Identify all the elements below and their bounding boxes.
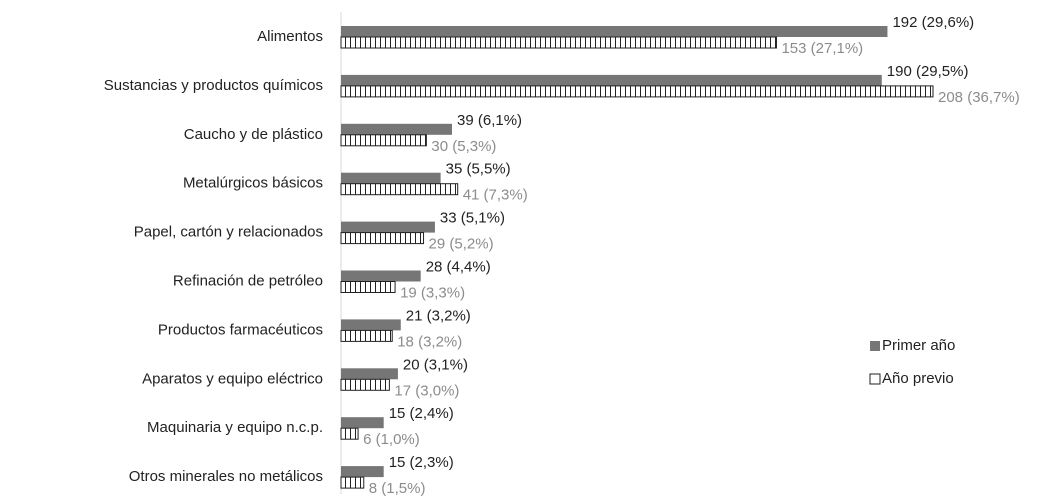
bar-first bbox=[341, 221, 435, 233]
legend-label: Primer año bbox=[882, 337, 955, 354]
category-label: Productos farmacéuticos bbox=[158, 321, 323, 338]
value-label-previous: 6 (1,0%) bbox=[363, 431, 420, 448]
value-label-previous: 8 (1,5%) bbox=[369, 480, 426, 497]
value-label-previous: 19 (3,3%) bbox=[400, 284, 465, 301]
value-label-first: 21 (3,2%) bbox=[406, 307, 471, 324]
bar-previous bbox=[340, 85, 934, 98]
value-label-first: 15 (2,3%) bbox=[389, 454, 454, 471]
value-label-first: 20 (3,1%) bbox=[403, 356, 468, 373]
value-label-previous: 41 (7,3%) bbox=[463, 187, 528, 204]
value-label-first: 192 (29,6%) bbox=[892, 14, 974, 31]
bar-first bbox=[341, 172, 441, 184]
category-label: Metalúrgicos básicos bbox=[183, 175, 323, 192]
bar-first bbox=[341, 270, 421, 282]
bar-first bbox=[341, 319, 401, 331]
value-label-first: 35 (5,5%) bbox=[446, 161, 511, 178]
bar-previous bbox=[340, 134, 427, 147]
value-label-first: 33 (5,1%) bbox=[440, 210, 505, 227]
bar-previous bbox=[340, 232, 425, 245]
legend-swatch bbox=[869, 373, 881, 385]
bar-first bbox=[341, 368, 398, 380]
value-label-first: 28 (4,4%) bbox=[426, 258, 491, 275]
value-label-previous: 153 (27,1%) bbox=[781, 40, 863, 57]
bar-first bbox=[341, 123, 452, 135]
legend-swatch bbox=[870, 341, 880, 351]
category-label: Otros minerales no metálicos bbox=[129, 468, 323, 485]
bar-first bbox=[341, 466, 384, 478]
bar-previous bbox=[340, 281, 396, 293]
value-label-first: 39 (6,1%) bbox=[457, 112, 522, 129]
value-label-first: 15 (2,4%) bbox=[389, 405, 454, 422]
category-label: Sustancias y productos químicos bbox=[104, 77, 323, 94]
bar-previous bbox=[340, 183, 459, 196]
value-label-previous: 208 (36,7%) bbox=[938, 89, 1020, 106]
value-label-previous: 18 (3,2%) bbox=[397, 333, 462, 350]
category-label: Aparatos y equipo eléctrico bbox=[142, 370, 323, 387]
category-label: Maquinaria y equipo n.c.p. bbox=[147, 419, 323, 436]
category-label: Caucho y de plástico bbox=[184, 126, 323, 143]
bar-previous bbox=[340, 329, 393, 342]
bar-previous bbox=[340, 427, 359, 440]
bar-first bbox=[341, 417, 384, 429]
legend-label: Año previo bbox=[882, 370, 954, 387]
bar-previous bbox=[340, 476, 365, 489]
value-label-previous: 30 (5,3%) bbox=[431, 138, 496, 155]
bar-first bbox=[341, 26, 888, 37]
value-label-previous: 17 (3,0%) bbox=[394, 382, 459, 399]
category-label: Refinación de petróleo bbox=[173, 272, 323, 289]
category-label: Alimentos bbox=[257, 28, 323, 45]
bar-previous bbox=[340, 378, 390, 391]
bar-first bbox=[341, 74, 882, 86]
category-label: Papel, cartón y relacionados bbox=[134, 224, 323, 241]
value-label-first: 190 (29,5%) bbox=[887, 63, 969, 80]
value-label-previous: 29 (5,2%) bbox=[429, 236, 494, 253]
bar-previous bbox=[340, 36, 777, 49]
